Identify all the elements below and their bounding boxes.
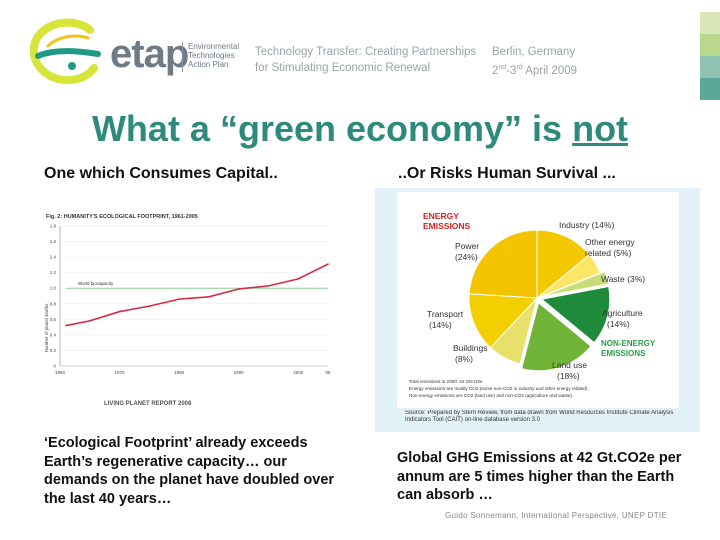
- footprint-point: [178, 298, 180, 300]
- etap-swirl-logo-icon: [29, 18, 101, 85]
- pie-slice-power: [468, 229, 538, 299]
- ecological-footprint-chart: Fig. 2: HUMANITY'S ECOLOGICAL FOOTPRINT,…: [44, 214, 331, 407]
- pie-label-power: Power (24%): [455, 241, 479, 262]
- slide-credit: Guido Sonnemann, International Perspecti…: [445, 511, 668, 520]
- pie-slice-transport: [468, 293, 539, 349]
- brand-name: etap: [110, 32, 189, 76]
- ghg-emissions-pie-chart: ENERGY EMISSIONS Industry (14%) Other ene…: [375, 188, 700, 432]
- footprint-y-tick: 0: [53, 364, 56, 369]
- footprint-y-label: Number of planet Earths: [44, 303, 49, 353]
- footprint-point: [148, 305, 151, 307]
- pie-label-other-energy: Other energy related (5%): [585, 237, 635, 258]
- footprint-point: [327, 263, 329, 265]
- header: etap Environmental Technologies Action P…: [0, 0, 720, 100]
- right-paragraph: Global GHG Emissions at 42 Gt.CO2e per a…: [397, 450, 682, 503]
- pie-label-transport: Transport (14%): [427, 309, 464, 330]
- energy-emissions-label: ENERGY EMISSIONS: [423, 211, 471, 231]
- pie-label-agriculture: Agriculture (14%): [602, 308, 643, 329]
- footprint-line: [65, 263, 329, 327]
- footprint-point: [65, 324, 67, 327]
- title-emphasis: not: [572, 108, 629, 149]
- pie-source: Source: Prepared by Stern Review, from d…: [405, 410, 674, 423]
- footprint-y-tick: 0.4: [50, 332, 57, 337]
- footprint-x-tick: 05: [325, 370, 331, 375]
- brand-subtitle: Environmental Technologies Action Plan: [188, 42, 239, 69]
- footprint-point: [267, 285, 270, 287]
- tagline-line: Technology Transfer: Creating Partnershi…: [255, 46, 477, 58]
- pie-panel: [397, 192, 679, 408]
- right-heading: ..Or Risks Human Survival ...: [398, 165, 616, 182]
- pie-note-non-energy: Non-energy emissions are CO2 (land use) …: [409, 393, 573, 398]
- event-info: Berlin, Germany 2nd-3rd April 2009: [492, 44, 577, 79]
- pie-slice-agriculture: [540, 285, 611, 344]
- brand-sub-line: Technologies: [188, 51, 235, 60]
- footprint-point: [297, 278, 300, 280]
- brand-divider: [182, 42, 183, 72]
- pie-label-waste: Waste (3%): [601, 274, 645, 284]
- slide-title: What a “green economy” is not: [0, 108, 720, 150]
- footprint-y-tick: 0.6: [50, 317, 57, 322]
- footprint-x-tick: 2000: [293, 370, 304, 375]
- non-energy-emissions-label: NON-ENERGY EMISSIONS: [601, 339, 656, 358]
- footprint-y-tick: 1.6: [50, 239, 57, 244]
- footprint-source: LIVING PLANET REPORT 2008: [104, 401, 192, 407]
- footprint-point: [237, 288, 240, 290]
- footprint-x-tick: 1960: [55, 370, 66, 375]
- footprint-y-tick: 1.2: [50, 270, 57, 275]
- pie-slice-waste: [541, 270, 610, 298]
- footprint-x-tick: 1970: [115, 370, 126, 375]
- footprint-point: [208, 295, 210, 298]
- pie-label-industry: Industry (14%): [559, 220, 614, 230]
- tagline-line: for Stimulating Economic Renewal: [255, 62, 431, 74]
- pie-label-land-use: Land use (18%): [552, 360, 587, 381]
- footprint-y-tick: 1.0: [50, 286, 57, 291]
- left-paragraph: ‘Ecological Footprint’ already exceeds E…: [44, 435, 335, 507]
- footprint-y-tick: 1.8: [50, 224, 57, 229]
- footprint-y-tick: 0.2: [50, 348, 57, 353]
- footprint-x-tick: 1990: [234, 370, 245, 375]
- pie-slice-industry: [536, 229, 591, 300]
- conference-tagline: Technology Transfer: Creating Partnershi…: [255, 44, 476, 76]
- title-main: What a “green economy” is: [91, 108, 573, 149]
- footprint-chart-title: Fig. 2: HUMANITY'S ECOLOGICAL FOOTPRINT,…: [46, 214, 198, 220]
- biocapacity-label: World biocapacity: [78, 281, 114, 286]
- footprint-point: [88, 320, 91, 322]
- event-location: Berlin, Germany: [492, 46, 576, 58]
- footprint-point: [118, 310, 121, 313]
- pie-label-buildings: Buildings (8%): [453, 343, 488, 364]
- event-date: 2nd-3rd April 2009: [492, 64, 578, 77]
- pie-total-note: Total emissions in 2000: 42 GtCO2e: [409, 379, 483, 384]
- pie-slice-land-use: [521, 301, 592, 372]
- footprint-x-tick: 1980: [174, 370, 185, 375]
- pie-note-energy: Energy emissions are mostly CO2 (some no…: [409, 386, 589, 391]
- footprint-y-tick: 0.8: [50, 301, 57, 306]
- footprint-y-tick: 1.4: [50, 255, 57, 260]
- color-accent-bar: [700, 12, 720, 100]
- brand-sub-line: Action Plan: [188, 60, 229, 69]
- brand-sub-line: Environmental: [188, 42, 240, 51]
- left-heading: One which Consumes Capital..: [44, 165, 278, 182]
